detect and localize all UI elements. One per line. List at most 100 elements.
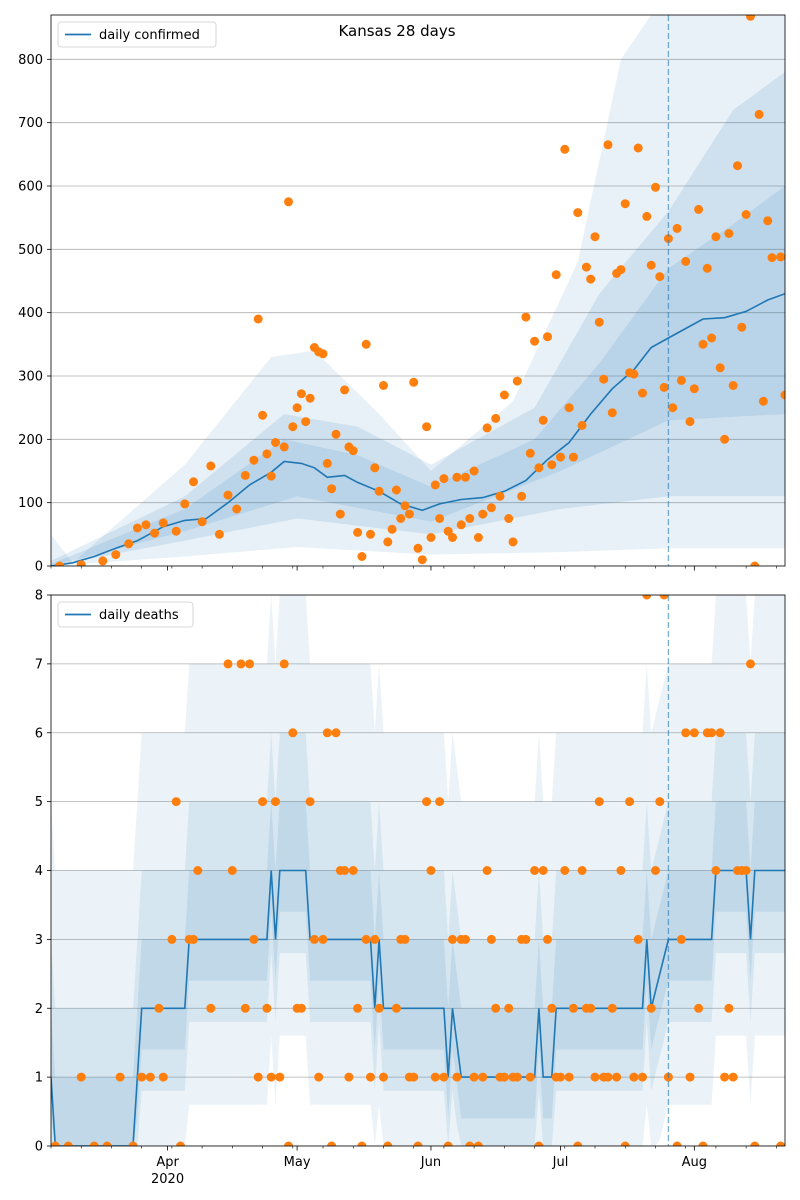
- deaths-observed-point: [245, 659, 255, 669]
- deaths-ytick-label: 1: [35, 1071, 43, 1086]
- deaths-observed-point: [154, 1003, 164, 1013]
- confirmed-observed-point: [581, 262, 591, 272]
- confirmed-observed-point: [288, 422, 298, 432]
- confirmed-observed-point: [305, 393, 315, 403]
- confirmed-observed-point: [292, 403, 302, 413]
- confirmed-observed-point: [685, 417, 695, 427]
- confirmed-observed-point: [98, 556, 108, 566]
- deaths-observed-point: [305, 797, 315, 807]
- deaths-observed-point: [383, 1141, 393, 1146]
- confirmed-observed-point: [279, 442, 289, 452]
- confirmed-observed-point: [512, 376, 522, 386]
- confirmed-observed-point: [456, 520, 466, 530]
- confirmed-ytick-label: 400: [18, 306, 43, 321]
- deaths-observed-point: [560, 866, 570, 875]
- confirmed-ytick-label: 200: [18, 433, 43, 448]
- confirmed-observed-point: [296, 389, 306, 399]
- deaths-observed-point: [314, 1072, 324, 1082]
- confirmed-observed-point: [711, 232, 721, 242]
- confirmed-observed-point: [676, 375, 686, 385]
- deaths-observed-point: [279, 659, 289, 669]
- confirmed-median-line: [51, 292, 785, 566]
- confirmed-observed-point: [659, 382, 669, 392]
- deaths-observed-point: [391, 1003, 401, 1013]
- confirmed-observed-point: [223, 490, 233, 500]
- confirmed-ytick-label: 600: [18, 180, 43, 195]
- confirmed-observed-point: [400, 501, 410, 511]
- confirmed-observed-point: [564, 403, 574, 413]
- confirmed-observed-point: [404, 509, 414, 519]
- deaths-observed-point: [370, 934, 380, 944]
- confirmed-observed-point: [150, 528, 160, 538]
- confirmed-band-outer: [51, 15, 785, 566]
- confirmed-observed-point: [422, 422, 432, 432]
- confirmed-observed-point: [741, 210, 751, 219]
- deaths-observed-point: [171, 797, 181, 807]
- confirmed-observed-point: [271, 438, 280, 447]
- deaths-observed-point: [145, 1072, 155, 1082]
- confirmed-observed-point: [391, 485, 401, 495]
- deaths-observed-point: [409, 1072, 419, 1082]
- deaths-observed-point: [296, 1003, 306, 1013]
- deaths-observed-point: [331, 728, 341, 738]
- deaths-observed-point: [426, 866, 436, 875]
- confirmed-observed-point: [452, 472, 462, 482]
- deaths-observed-point: [63, 1141, 73, 1146]
- deaths-observed-point: [137, 1072, 147, 1082]
- x-axis: Apr 2020 May Jun Jul Aug: [151, 1155, 707, 1187]
- deaths-observed-point: [443, 1141, 453, 1146]
- deaths-observed-point: [616, 866, 626, 875]
- confirmed-observed-point: [171, 526, 181, 536]
- deaths-observed-point: [288, 728, 298, 738]
- confirmed-observed-point: [655, 272, 665, 282]
- deaths-observed-point: [102, 1141, 112, 1146]
- deaths-ytick-label: 6: [35, 726, 43, 741]
- deaths-observed-point: [568, 1003, 578, 1013]
- deaths-observed-point: [573, 1141, 583, 1146]
- confirmed-observed-point: [486, 503, 496, 513]
- deaths-observed-point: [379, 1072, 388, 1082]
- deaths-observed-point: [504, 1003, 514, 1013]
- deaths-observed-point: [422, 797, 432, 807]
- deaths-observed-point: [698, 1141, 708, 1146]
- deaths-observed-point: [711, 866, 721, 875]
- confirmed-observed-point: [478, 509, 488, 519]
- confirmed-observed-point: [508, 537, 518, 547]
- confirmed-observed-point: [76, 560, 86, 566]
- deaths-observed-point: [603, 1072, 613, 1082]
- confirmed-observed-point: [603, 140, 613, 150]
- confirmed-observed-point: [633, 143, 643, 153]
- deaths-observed-point: [284, 1141, 293, 1146]
- confirmed-observed-point: [620, 199, 630, 209]
- confirmed-observed-point: [534, 463, 544, 473]
- deaths-observed-point: [262, 1003, 272, 1013]
- deaths-observed-point: [275, 1072, 285, 1082]
- confirmed-axes-frame: [50, 14, 786, 567]
- deaths-observed-point: [594, 797, 604, 807]
- confirmed-band-inner: [51, 186, 785, 566]
- confirmed-observed-point: [340, 385, 350, 395]
- deaths-observed-point: [223, 659, 233, 669]
- confirmed-observed-point: [672, 223, 682, 233]
- confirmed-plot-area: [51, 15, 785, 566]
- confirmed-observed-point: [374, 486, 384, 496]
- confirmed-observed-point: [547, 460, 557, 470]
- confirmed-observed-point: [538, 415, 548, 425]
- confirmed-observed-point: [141, 520, 151, 530]
- deaths-observed-point: [258, 797, 268, 807]
- deaths-observed-point: [543, 934, 552, 944]
- confirmed-observed-point: [780, 390, 785, 400]
- deaths-observed-point: [340, 866, 350, 875]
- confirmed-observed-point: [357, 552, 367, 561]
- confirmed-observed-point: [737, 322, 747, 332]
- confirmed-observed-point: [426, 533, 436, 542]
- confirmed-legend-box: [57, 21, 217, 48]
- confirmed-legend: daily confirmed: [57, 21, 217, 48]
- confirmed-observed-point: [698, 339, 708, 349]
- confirmed-observed-point: [715, 363, 725, 373]
- confirmed-observed-point: [266, 471, 276, 481]
- confirmed-observed-point: [448, 533, 457, 542]
- deaths-observed-point: [521, 934, 531, 944]
- deaths-observed-point: [689, 728, 699, 738]
- deaths-observed-point: [206, 1003, 216, 1013]
